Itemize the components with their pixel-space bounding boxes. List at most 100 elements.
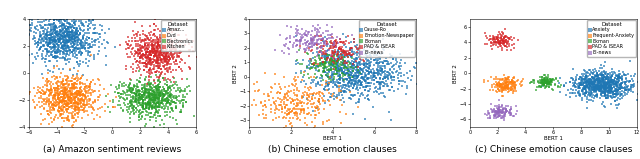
Amaz... <box>60 35 70 37</box>
Anxiety <box>595 86 605 89</box>
Amaz... <box>76 29 86 31</box>
Anxiety <box>611 81 621 83</box>
Emotion-Newspaper <box>288 83 298 86</box>
PAD & ISEAR <box>332 41 342 44</box>
Cause-Ro <box>335 67 346 70</box>
Cause-Ro <box>350 45 360 47</box>
Dvd <box>69 86 79 89</box>
Kitchen <box>145 24 156 27</box>
Kitchen <box>150 53 160 56</box>
Anxiety <box>593 74 603 77</box>
Cause-Ro <box>375 86 385 88</box>
Amaz... <box>74 52 84 54</box>
PAD & ISEAR <box>305 58 316 60</box>
Cause-Ro <box>300 70 310 73</box>
Electronics <box>170 83 180 85</box>
Anxiety <box>609 80 620 83</box>
Anxiety <box>593 86 604 89</box>
Cause-Ro <box>351 75 362 77</box>
Kitchen <box>195 60 205 62</box>
Kitchen <box>162 47 172 50</box>
Kitchen <box>136 55 147 57</box>
Electronics <box>144 111 154 114</box>
Emotion-Newspaper <box>277 99 287 101</box>
Cause-Ro <box>353 97 364 100</box>
Cause-Ro <box>335 77 346 79</box>
Cause-Ro <box>356 73 366 76</box>
Amaz... <box>42 40 52 43</box>
Ekman <box>308 64 319 67</box>
Dvd <box>55 91 65 93</box>
Cause-Ro <box>339 90 349 92</box>
Dvd <box>111 96 121 98</box>
Anxiety <box>592 87 602 90</box>
Amaz... <box>58 47 68 50</box>
Anxiety <box>604 85 614 88</box>
Amaz... <box>37 52 47 55</box>
Cause-Ro <box>358 63 369 66</box>
Ekman <box>538 82 548 84</box>
Emotion-Newspaper <box>311 93 321 95</box>
Anxiety <box>578 83 588 86</box>
Cause-Ro <box>347 63 357 66</box>
Emotion-Newspaper <box>285 97 295 100</box>
Electronics <box>135 90 145 92</box>
Dvd <box>61 109 71 112</box>
Amaz... <box>29 35 39 38</box>
Kitchen <box>145 57 155 59</box>
Ekman <box>540 74 550 77</box>
Kitchen <box>143 52 154 55</box>
Cause-Ro <box>380 60 390 63</box>
Kitchen <box>154 51 164 54</box>
Kitchen <box>132 50 142 53</box>
Kitchen <box>131 33 141 36</box>
Electronics <box>137 97 147 100</box>
Amaz... <box>62 20 72 22</box>
Amaz... <box>52 43 63 45</box>
PAD & ISEAR <box>500 35 510 38</box>
Cause-Ro <box>358 71 368 73</box>
Ekman <box>534 81 544 84</box>
Kitchen <box>155 75 165 77</box>
Dvd <box>81 110 92 113</box>
Dvd <box>73 108 83 111</box>
Anxiety <box>614 103 625 106</box>
PAD & ISEAR <box>333 46 344 49</box>
Cause-Ro <box>346 78 356 81</box>
Amaz... <box>72 30 83 33</box>
Ekman <box>548 77 559 80</box>
Kitchen <box>152 52 162 54</box>
EI-news <box>483 113 493 116</box>
Dvd <box>36 104 47 107</box>
Cause-Ro <box>312 70 323 73</box>
Cause-Ro <box>340 62 351 65</box>
Kitchen <box>163 36 173 38</box>
Kitchen <box>153 58 163 61</box>
Cause-Ro <box>319 66 330 69</box>
Amaz... <box>84 51 95 53</box>
PAD & ISEAR <box>336 48 346 50</box>
Dvd <box>63 94 74 97</box>
Anxiety <box>617 76 627 78</box>
PAD & ISEAR <box>495 40 506 42</box>
Dvd <box>60 91 70 93</box>
Amaz... <box>73 38 83 41</box>
Anxiety <box>598 85 608 87</box>
Anxiety <box>582 84 592 86</box>
Amaz... <box>77 24 87 26</box>
Anxiety <box>589 80 599 82</box>
Cause-Ro <box>344 89 354 91</box>
Cause-Ro <box>339 72 349 74</box>
Frequent-Anxiety <box>502 86 512 88</box>
Ekman <box>536 76 547 79</box>
Anxiety <box>600 86 611 89</box>
Amaz... <box>20 17 30 20</box>
Anxiety <box>601 97 611 99</box>
PAD & ISEAR <box>317 38 328 41</box>
Kitchen <box>145 59 155 62</box>
Kitchen <box>125 77 136 80</box>
Electronics <box>137 95 147 98</box>
Amaz... <box>67 51 77 54</box>
Dvd <box>60 97 70 99</box>
Cause-Ro <box>356 83 366 86</box>
